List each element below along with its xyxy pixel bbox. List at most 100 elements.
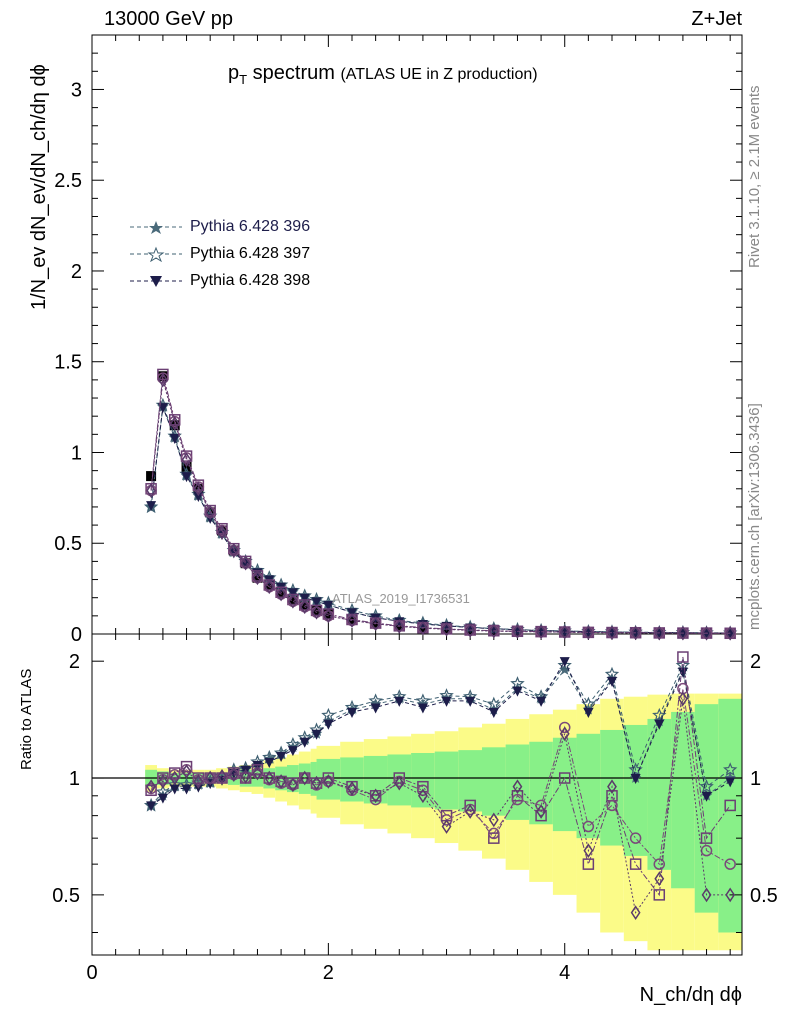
ratio-point xyxy=(370,703,381,714)
series-line xyxy=(150,379,731,634)
ratio-tick-label: 1 xyxy=(69,768,80,790)
series-point xyxy=(559,624,570,640)
ratio-point xyxy=(606,799,618,812)
ratio-point xyxy=(251,764,264,776)
data-point xyxy=(287,594,298,605)
ratio-point xyxy=(240,769,251,784)
ratio-point xyxy=(418,788,428,804)
series-point xyxy=(193,481,204,497)
ratio-point xyxy=(417,703,428,714)
ratio-point xyxy=(264,757,275,768)
ratio-point xyxy=(465,696,476,707)
ratio-point xyxy=(488,827,500,840)
ratio-point xyxy=(464,799,476,812)
series-point xyxy=(264,579,275,595)
y-tick-label: 2.5 xyxy=(54,170,82,192)
ratio-point xyxy=(582,858,595,870)
ratio-band-inner xyxy=(411,753,435,808)
ratio-point xyxy=(264,770,275,786)
ratio-point xyxy=(205,770,216,786)
star-outline-icon xyxy=(130,246,182,262)
ratio-point xyxy=(653,889,666,901)
data-point xyxy=(146,471,157,482)
series-point xyxy=(169,416,180,431)
title-rest: spectrum xyxy=(247,62,335,84)
ratio-point xyxy=(488,707,499,718)
ratio-point xyxy=(724,858,736,870)
main-panel-frame xyxy=(91,34,743,635)
series-point xyxy=(252,570,263,586)
series-point xyxy=(678,625,688,641)
ratio-point xyxy=(512,686,523,697)
ratio-point xyxy=(288,777,298,793)
ratio-point xyxy=(652,707,667,722)
series-point xyxy=(205,505,216,520)
ratio-point xyxy=(653,858,666,870)
series-point xyxy=(146,501,157,512)
series-point xyxy=(311,604,322,620)
ratio-band-inner xyxy=(434,751,459,810)
ratio-band-inner xyxy=(458,750,482,812)
ratio-point xyxy=(323,719,334,730)
series-line xyxy=(150,374,731,634)
ratio-point xyxy=(630,774,641,785)
series-point xyxy=(394,617,405,628)
ratio-label-text: Ratio to ATLAS xyxy=(18,668,35,770)
ratio-point xyxy=(654,719,665,730)
ratio-point xyxy=(607,779,617,795)
series-point xyxy=(701,625,712,641)
series-point xyxy=(323,600,334,611)
ratio-point xyxy=(217,769,227,784)
ratio-point xyxy=(393,772,406,784)
analysis-watermark: ATLAS_2019_I1736531 xyxy=(332,591,470,606)
y-axis-label-ratio: Ratio to ATLAS xyxy=(18,669,119,770)
ratio-band-inner xyxy=(505,744,530,820)
ratio-band-inner xyxy=(671,711,695,889)
series-point xyxy=(441,621,452,637)
series-point xyxy=(583,625,594,640)
mcplots-label: mcplots.cern.ch [arXiv:1306.3436] xyxy=(746,403,763,630)
ratio-point xyxy=(486,696,501,711)
legend-label: Pythia 6.428 397 xyxy=(190,245,311,262)
series-point xyxy=(323,608,334,624)
series-point xyxy=(169,433,180,444)
series-point xyxy=(654,625,665,641)
ratio-point xyxy=(559,663,571,675)
series-point xyxy=(287,588,298,599)
series-point xyxy=(181,472,192,483)
ratio-point xyxy=(512,779,523,795)
legend-label: Pythia 6.428 396 xyxy=(190,218,311,235)
ratio-point xyxy=(511,790,524,802)
title-main: p xyxy=(228,62,240,84)
ratio-point xyxy=(417,780,429,793)
ratio-point xyxy=(678,691,688,707)
ratio-tick-label-right: 0.5 xyxy=(750,885,778,907)
ratio-point xyxy=(536,804,546,819)
series-point xyxy=(465,623,476,638)
ratio-point xyxy=(583,843,594,858)
ratio-point xyxy=(723,762,738,776)
ratio-point xyxy=(158,774,168,789)
series-point xyxy=(240,555,251,571)
plot-title: pT spectrum (ATLAS UE in Z production) xyxy=(228,62,538,87)
ratio-band-inner xyxy=(387,754,412,806)
ratio-point xyxy=(701,887,712,903)
ratio-point xyxy=(228,767,239,783)
ratio-point xyxy=(157,793,168,804)
ratio-point xyxy=(558,721,571,734)
ratio-point xyxy=(558,772,571,784)
series-point xyxy=(299,599,310,615)
ratio-point xyxy=(559,657,570,668)
ratio-point xyxy=(629,858,642,870)
ratio-point xyxy=(146,779,156,795)
ratio-point xyxy=(369,793,382,806)
x-tick-label: 2 xyxy=(323,962,334,984)
ratio-line xyxy=(150,688,731,866)
series-point xyxy=(512,624,523,639)
ratio-point xyxy=(181,764,192,779)
star-icon xyxy=(130,221,182,234)
ratio-point xyxy=(725,887,736,903)
ratio-point xyxy=(287,746,298,757)
ratio-point xyxy=(321,707,336,722)
